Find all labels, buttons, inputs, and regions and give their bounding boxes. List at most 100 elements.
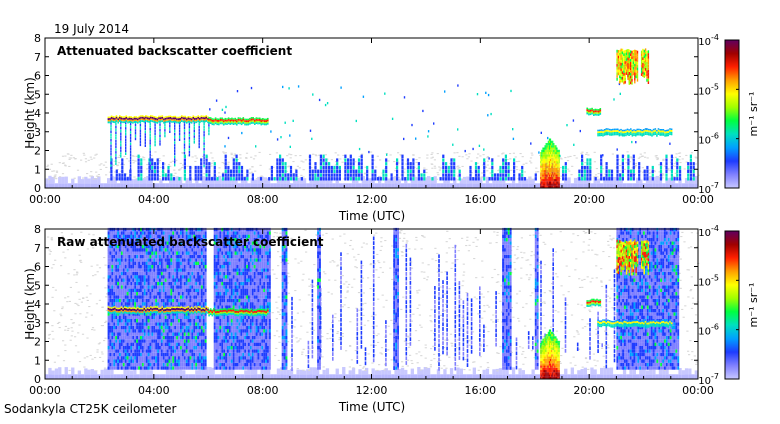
signal-cell [233,166,235,169]
cloud-cell [664,130,666,132]
cloud-cell [620,132,622,134]
cloud-cell [631,59,632,62]
noise-cell [315,154,317,155]
signal-cell [157,166,159,169]
signal-cell [401,177,403,180]
signal-cell [361,166,363,169]
signal-cell [676,166,678,169]
noise-cell [522,307,524,308]
signal-cell [422,110,423,112]
signal-cell [225,162,227,165]
boundary-layer-cell [172,374,175,379]
noise-cell [538,264,540,265]
signal-cell [203,131,204,134]
signal-cell [276,173,278,176]
precip-cell [545,152,546,154]
signal-cell [199,140,200,143]
cloud-cell [234,118,236,120]
precip-cell [544,172,545,174]
cloud-cell [612,134,614,136]
noise-cell [113,299,115,302]
signal-cell [565,177,567,180]
signal-cell [121,170,123,173]
noise-cell [423,168,425,169]
cloud-cell [633,133,635,135]
cloud-cell [629,55,630,58]
cloud-cell [637,65,638,68]
signal-cell [150,162,151,165]
signal-cell [505,177,507,180]
noise-cell [543,242,545,243]
noise-cell [349,366,351,367]
noise-cell [494,269,496,270]
cloud-cell [218,119,220,121]
noise-cell [384,369,386,370]
cloud-cell [645,54,646,57]
precip-cell [557,168,558,170]
signal-cell [491,173,493,176]
signal-cell [284,177,286,180]
noise-cell [312,154,314,155]
noise-cell [111,319,113,322]
cloud-cell [220,122,222,124]
noise-cell [294,258,296,259]
cloud-cell [202,117,204,119]
boundary-layer-cell [140,374,143,379]
boundary-layer-cell [133,374,136,379]
noise-cell [560,231,562,232]
cloud-cell [144,116,146,118]
cloud-cell [655,128,657,130]
noise-cell [544,244,546,245]
noise-cell [113,336,115,339]
signal-cell [208,133,209,136]
cloud-cell [218,120,220,122]
cloud-cell [650,129,652,131]
boundary-layer-cell [688,374,691,379]
noise-cell [117,282,119,285]
cloud-cell [139,121,141,123]
cloud-cell [625,78,626,81]
signal-cell [189,131,190,134]
boundary-layer-cell [388,374,391,379]
cloud-cell [249,121,251,123]
cloud-cell [113,121,115,123]
noise-cell [576,330,578,331]
noise-cell [564,157,566,158]
precip-cell [549,177,550,179]
noise-cell [425,169,427,170]
boundary-layer-cell [522,374,525,379]
signal-cell [189,151,190,154]
cloud-cell [140,120,142,122]
cloud-cell [225,121,227,123]
signal-cell [676,170,678,173]
cloud-cell [247,124,249,126]
noise-cell [353,257,355,258]
signal-cell [189,126,190,129]
cloud-cell [238,122,240,124]
signal-cell [665,177,667,180]
noise-cell [273,274,275,275]
cloud-cell [233,123,235,125]
boundary-layer-cell [342,183,345,188]
signal-cell [442,155,444,158]
noise-cell [297,313,299,314]
cloud-cell [644,61,645,64]
noise-cell [276,278,278,279]
signal-cell [331,173,333,176]
precip-cell [554,172,555,174]
signal-cell [412,166,414,169]
boundary-layer-cell [581,374,584,379]
signal-cell [344,173,346,176]
cloud-cell [206,120,208,122]
noise-cell [412,154,414,155]
noise-cell [431,309,433,310]
noise-cell [569,156,571,157]
cloud-cell [223,120,225,122]
noise-cell [104,287,106,288]
precip-cell [551,159,552,161]
noise-cell [275,302,277,303]
signal-cell [411,124,412,126]
signal-cell [589,177,591,180]
signal-cell [524,177,526,180]
cloud-cell [134,120,136,122]
